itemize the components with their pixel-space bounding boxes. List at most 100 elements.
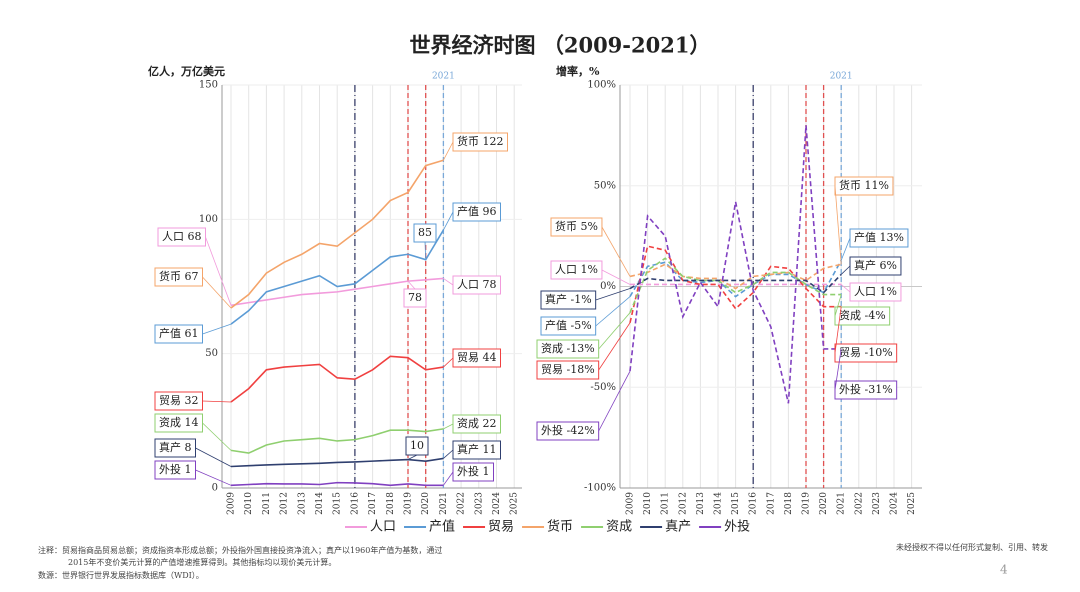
- annotation: 贸易 -10%: [839, 346, 893, 359]
- leader-line: [407, 280, 416, 290]
- leader-line: [834, 294, 842, 317]
- copyright: 未经授权不得以任何形式复制、引用、转发: [896, 542, 1048, 552]
- annotation: 人口 1%: [555, 263, 598, 276]
- x-tick-label: 2011: [661, 492, 671, 515]
- leader-line: [601, 226, 631, 277]
- note: 2015年不变价美元计算的产值增速推算得到。其他指标均以现价美元计算。: [68, 557, 336, 567]
- x-tick-label: 2017: [368, 492, 378, 515]
- x-tick-label: 2018: [386, 492, 396, 515]
- x-tick-label: 2021: [837, 492, 847, 515]
- y-tick-label: 0%: [600, 281, 616, 292]
- legend-label: 货币: [547, 519, 573, 535]
- y-tick-label: 0: [212, 483, 218, 494]
- y-tick-label: 50%: [594, 180, 616, 191]
- reference-label: 2021: [830, 72, 853, 82]
- x-tick-label: 2012: [280, 492, 290, 515]
- leader-line: [443, 471, 454, 486]
- leader-line: [202, 400, 232, 403]
- x-tick-label: 2022: [854, 492, 864, 515]
- leader-line: [443, 141, 454, 161]
- x-tick-label: 2016: [749, 492, 759, 515]
- annotation: 真产 8: [159, 440, 192, 454]
- series-line: [230, 229, 445, 325]
- x-tick-label: 2024: [890, 492, 900, 515]
- series-line: [629, 257, 842, 314]
- leader-line: [598, 312, 631, 350]
- x-tick-label: 2017: [766, 492, 776, 515]
- series-line: [629, 259, 842, 298]
- leader-line: [595, 296, 631, 327]
- page-number: 4: [1000, 563, 1008, 577]
- x-tick-label: 2014: [315, 492, 325, 515]
- leader-line: [840, 265, 851, 275]
- annotation: 人口 68: [162, 230, 202, 243]
- annotation: 货币 67: [159, 269, 199, 283]
- note: 数源：世界银行世界发展指标数据库（WDI）。: [38, 570, 204, 580]
- leader-line: [443, 423, 454, 430]
- reference-label: 2021: [432, 72, 455, 82]
- annotation: 外投 -42%: [541, 423, 595, 437]
- x-tick-label: 2013: [696, 492, 706, 515]
- annotation: 外投 -31%: [839, 382, 893, 396]
- annotation: 外投 1: [159, 462, 192, 476]
- leader-line: [202, 422, 232, 451]
- annotation: 货币 11%: [839, 178, 889, 192]
- legend-label: 资成: [606, 520, 632, 535]
- y-tick-label: -50%: [590, 382, 616, 393]
- annotation: 资成 -13%: [541, 342, 595, 355]
- annotation: 货币 5%: [555, 219, 598, 233]
- x-tick-label: 2015: [731, 492, 741, 515]
- leader-line: [598, 370, 631, 432]
- note: 注释：贸易指商品贸易总额；资成指资本形成总额；外投指外国直接投资净流入；真产以1…: [38, 545, 442, 555]
- x-tick-label: 2010: [643, 492, 653, 515]
- title: 世界经济时图 （2009-2021）: [410, 33, 711, 58]
- y-tick-label: 50: [205, 348, 218, 359]
- annotation: 78: [408, 291, 422, 304]
- annotation: 85: [418, 226, 432, 239]
- leader-line: [840, 237, 851, 261]
- annotation: 人口 78: [457, 278, 497, 291]
- legend-label: 贸易: [488, 520, 514, 535]
- legend-label: 产值: [429, 519, 455, 535]
- x-tick-label: 2020: [421, 492, 431, 515]
- x-tick-label: 2009: [227, 492, 237, 515]
- leader-line: [205, 236, 232, 306]
- annotation: 贸易 32: [159, 394, 199, 407]
- x-tick-label: 2023: [474, 492, 484, 515]
- leader-line: [840, 284, 851, 293]
- x-tick-label: 2018: [784, 492, 794, 515]
- x-tick-label: 2013: [297, 492, 307, 515]
- annotation: 资成 14: [159, 416, 199, 429]
- leader-line: [443, 357, 454, 368]
- leader-line: [202, 276, 232, 309]
- y-tick-label: 150: [199, 80, 218, 91]
- annotation: 产值 96: [457, 204, 497, 218]
- leader-line: [443, 278, 454, 286]
- series-line: [629, 273, 842, 294]
- leader-line: [195, 469, 232, 486]
- series-line: [629, 245, 842, 323]
- annotation: 资成 22: [457, 417, 497, 430]
- y-tick-label: 100%: [587, 80, 616, 91]
- series-line: [230, 481, 444, 487]
- legend-label: 真产: [665, 520, 691, 535]
- leader-line: [195, 447, 232, 467]
- y-axis-label: 亿人，万亿美元: [148, 64, 225, 78]
- x-tick-label: 2015: [333, 492, 343, 515]
- x-tick-label: 2019: [404, 492, 414, 515]
- annotation: 外投 1: [457, 464, 490, 478]
- series-line: [230, 159, 444, 309]
- x-tick-label: 2023: [872, 492, 882, 515]
- leader-line: [598, 322, 631, 371]
- x-tick-label: 2016: [350, 492, 360, 515]
- series-line: [230, 355, 444, 403]
- annotation: 真产 6%: [854, 258, 897, 272]
- x-tick-label: 2012: [678, 492, 688, 515]
- x-tick-label: 2022: [457, 492, 467, 515]
- leader-line: [424, 241, 427, 260]
- legend-label: 人口: [370, 520, 396, 535]
- x-tick-label: 2024: [492, 492, 502, 515]
- annotation: 贸易 -18%: [541, 363, 595, 376]
- y-axis-label: 增率，%: [556, 64, 600, 78]
- leader-line: [834, 185, 842, 265]
